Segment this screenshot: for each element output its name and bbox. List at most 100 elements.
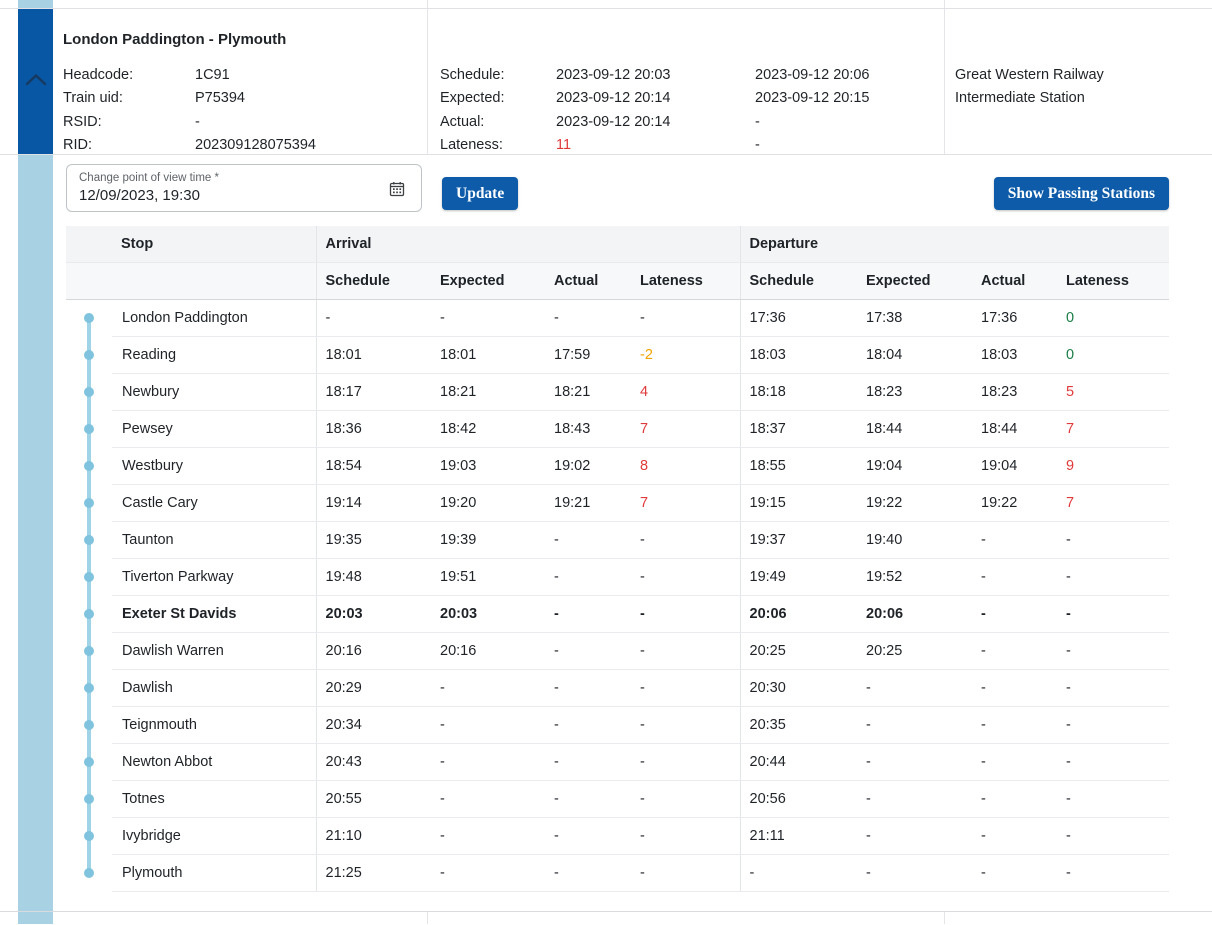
stop-marker-icon: [84, 756, 94, 767]
stop-name: Teignmouth: [112, 706, 316, 744]
departure-actual: -: [972, 854, 1058, 892]
departure-actual: -: [972, 669, 1058, 707]
table-row: Pewsey 18:36 18:42 18:43 7 18:37 18:44 18:44 7: [66, 410, 1170, 448]
departure-expected: 19:52: [857, 558, 973, 596]
stops-table-body: London Paddington - - - -17:36 17:38 17:36 0 Rea…: [66, 299, 1170, 892]
departure-actual: -: [972, 817, 1058, 855]
arrival-schedule: 20:29: [315, 669, 431, 707]
arrival-actual: 18:21: [545, 373, 631, 411]
stop-marker-icon: [84, 349, 94, 360]
field-label: RSID:: [63, 113, 102, 130]
update-button[interactable]: Update: [442, 177, 519, 210]
departure-schedule: 18:55: [739, 447, 858, 485]
departure-schedule: 19:37: [739, 521, 858, 559]
pov-time-field[interactable]: Change point of view time *: [66, 164, 422, 212]
arrival-lateness: -: [631, 780, 741, 818]
expanded-row-rail: [18, 155, 53, 911]
table-row: London Paddington - - - -17:36 17:38 17:36 0: [66, 299, 1170, 337]
field-label: Train uid:: [63, 90, 123, 107]
arrival-schedule: 20:03: [315, 595, 431, 633]
timeline-cell: [66, 632, 112, 669]
stop-marker-icon: [84, 312, 94, 323]
arrival-expected: 20:03: [431, 595, 545, 633]
stop-name: Plymouth: [112, 854, 316, 892]
arrival-schedule: 18:01: [315, 336, 431, 374]
arrival-actual: -: [545, 632, 631, 670]
stop-name: Castle Cary: [112, 484, 316, 522]
col-header-arr-schedule: Schedule: [315, 262, 431, 300]
table-row: Tiverton Parkway 19:48 19:51- -19:49 19:52- -: [66, 558, 1170, 596]
time-label: Lateness:: [440, 137, 503, 154]
timeline-cell: [66, 817, 112, 854]
departure-actual: -: [972, 706, 1058, 744]
table-sub-header-row: Schedule Expected Actual Lateness Schedu…: [66, 262, 1170, 300]
arrival-schedule: 21:25: [315, 854, 431, 892]
timeline-cell: [66, 299, 112, 336]
timeline-cell: [66, 706, 112, 743]
arrival-expected: 19:51: [431, 558, 545, 596]
stop-name: Tiverton Parkway: [112, 558, 316, 596]
stop-name: Taunton: [112, 521, 316, 559]
arrival-schedule: 20:43: [315, 743, 431, 781]
departure-schedule: 19:49: [739, 558, 858, 596]
departure-actual: 18:23: [972, 373, 1058, 411]
previous-row-rail[interactable]: [18, 0, 53, 8]
time-departure: -: [755, 137, 760, 154]
stop-marker-icon: [84, 682, 94, 693]
arrival-lateness: -: [631, 743, 741, 781]
table-row: Dawlish 20:29- - -20:30- - -: [66, 669, 1170, 707]
timeline-cell: [66, 410, 112, 447]
departure-lateness: -: [1057, 632, 1170, 670]
table-row: Westbury 18:54 19:03 19:02 8 18:55 19:04 19:04 9: [66, 447, 1170, 485]
departure-actual: 18:44: [972, 410, 1058, 448]
departure-lateness: 9: [1057, 447, 1170, 485]
departure-actual: -: [972, 595, 1058, 633]
departure-expected: 18:23: [857, 373, 973, 411]
arrival-expected: 19:39: [431, 521, 545, 559]
arrival-lateness: -: [631, 817, 741, 855]
departure-expected: 18:04: [857, 336, 973, 374]
departure-lateness: -: [1057, 669, 1170, 707]
service-identity: London Paddington - Plymouth Headcode: 1…: [53, 9, 428, 154]
timeline-cell: [66, 854, 112, 891]
arrival-lateness: 4: [631, 373, 741, 411]
departure-actual: 19:22: [972, 484, 1058, 522]
arrival-actual: -: [545, 595, 631, 633]
arrival-schedule: 18:36: [315, 410, 431, 448]
field-label: Headcode:: [63, 67, 134, 83]
arrival-lateness: -: [631, 595, 741, 633]
departure-lateness: -: [1057, 854, 1170, 892]
departure-schedule: 20:44: [739, 743, 858, 781]
arrival-expected: 19:20: [431, 484, 545, 522]
col-header-arrival: Arrival: [315, 226, 741, 263]
arrival-actual: 17:59: [545, 336, 631, 374]
timeline-cell: [66, 521, 112, 558]
departure-schedule: 20:25: [739, 632, 858, 670]
arrival-lateness: 7: [631, 410, 741, 448]
show-passing-stations-button[interactable]: Show Passing Stations: [993, 177, 1170, 210]
arrival-actual: 19:21: [545, 484, 631, 522]
arrival-lateness: -: [631, 521, 741, 559]
service-title: London Paddington - Plymouth: [63, 31, 287, 48]
next-row-rail[interactable]: [18, 912, 53, 924]
arrival-expected: -: [431, 743, 545, 781]
service-times: Schedule: 2023-09-12 20:03 2023-09-12 20…: [428, 9, 945, 154]
departure-lateness: 7: [1057, 484, 1170, 522]
arrival-schedule: 19:14: [315, 484, 431, 522]
calendar-icon[interactable]: [389, 181, 405, 197]
arrival-actual: -: [545, 669, 631, 707]
field-value: P75394: [195, 90, 245, 107]
pov-time-input[interactable]: [79, 187, 387, 204]
collapse-row-button[interactable]: [18, 9, 53, 154]
table-row: Dawlish Warren 20:16 20:16- -20:25 20:25- -: [66, 632, 1170, 670]
departure-schedule: 20:35: [739, 706, 858, 744]
departure-lateness: -: [1057, 817, 1170, 855]
arrival-expected: 18:21: [431, 373, 545, 411]
stop-marker-icon: [84, 793, 94, 804]
time-departure: 2023-09-12 20:15: [755, 90, 870, 107]
departure-schedule: 17:36: [739, 299, 858, 337]
col-header-arr-actual: Actual: [545, 262, 631, 300]
arrival-expected: -: [431, 299, 545, 337]
arrival-expected: -: [431, 706, 545, 744]
